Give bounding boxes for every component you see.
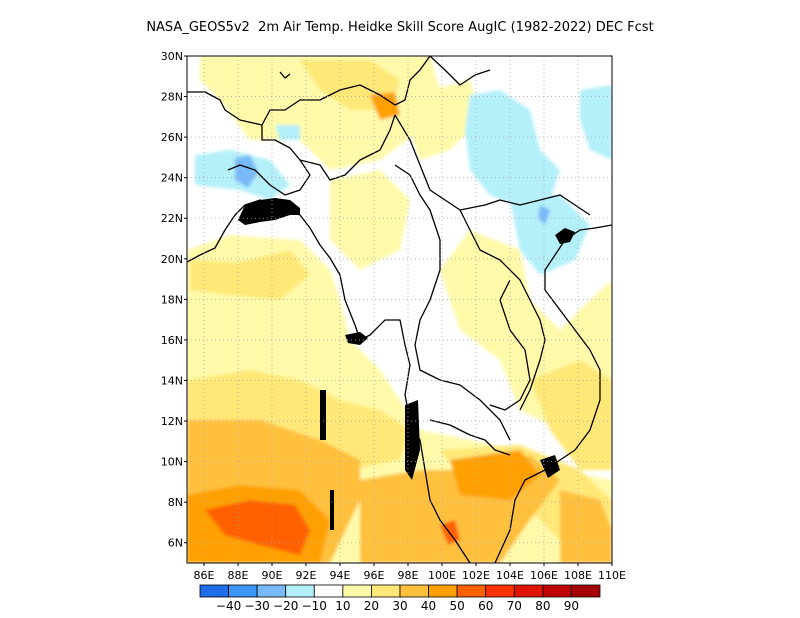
region-neg10-vietnam-north — [510, 195, 590, 275]
colorbar-swatch — [456, 584, 487, 598]
colorbar-swatch — [513, 584, 544, 598]
colorbar-swatch — [256, 584, 287, 598]
colorbar — [199, 584, 601, 598]
colorbar-swatch — [428, 584, 458, 598]
india-myanmar-border — [299, 114, 396, 181]
grid-lines — [187, 56, 612, 563]
lon-tick-label: 90E — [262, 569, 283, 582]
region-neg20-vietnam — [538, 205, 550, 225]
lon-tick-labels: 86E 88E 90E 92E 94E 96E 98E 100E 102E 104E 106E 108… — [194, 563, 626, 582]
colorbar-swatch — [313, 584, 344, 598]
lon-tick-label: 106E — [530, 569, 558, 582]
small-island — [279, 71, 291, 79]
gulf-of-thailand-coast — [429, 419, 511, 456]
colorbar-swatch — [542, 584, 572, 598]
colorbar-label: 70 — [507, 599, 522, 613]
region-30-40-south-central — [360, 470, 440, 563]
lat-tick-label: 10N — [161, 456, 183, 469]
andaman-islands — [320, 390, 326, 440]
lon-tick-label: 96E — [364, 569, 385, 582]
colorbar-label: 50 — [450, 599, 465, 613]
lat-tick-label: 12N — [161, 415, 183, 428]
lat-tick-label: 18N — [161, 293, 183, 306]
colorbar-swatch — [285, 584, 315, 598]
lat-tick-label: 28N — [161, 91, 183, 104]
lat-tick-label: 26N — [161, 131, 183, 144]
irrawaddy-delta — [345, 332, 368, 345]
colorbar-swatch — [485, 584, 515, 598]
colorbar-swatch — [199, 584, 229, 598]
colorbar-label: 40 — [421, 599, 436, 613]
tibet-border — [429, 56, 491, 86]
mekong-delta — [540, 455, 560, 478]
nicobar-islands — [330, 490, 334, 530]
laos-vietnam-border — [489, 279, 531, 411]
colorbar-swatch — [571, 584, 601, 598]
lon-tick-label: 104E — [496, 569, 524, 582]
colorbar-labels: −40 −30 −20 −10 10 20 30 40 50 60 70 80 90 — [216, 599, 579, 613]
ganges-delta — [238, 198, 300, 225]
region-20-30-vietnam — [530, 360, 612, 470]
colorbar-label: 90 — [564, 599, 579, 613]
map-title: NASA_GEOS5v2 2m Air Temp. Heidke Skill S… — [146, 20, 654, 35]
region-50-60-southwest — [205, 500, 310, 555]
bay-of-bengal-coast — [187, 199, 471, 563]
lat-tick-label: 22N — [161, 212, 183, 225]
lat-tick-label: 30N — [161, 50, 183, 63]
lon-tick-label: 102E — [462, 569, 490, 582]
region-neg10-east — [580, 85, 612, 160]
colorbar-swatch — [399, 584, 429, 598]
colorbar-label: −20 — [273, 599, 298, 613]
lat-tick-label: 6N — [168, 537, 183, 550]
lat-tick-label: 14N — [161, 374, 183, 387]
lon-tick-label: 88E — [228, 569, 249, 582]
lon-tick-label: 100E — [428, 569, 456, 582]
region-10-20-yunnan — [410, 80, 480, 160]
region-neg10-small — [275, 125, 300, 140]
lat-tick-label: 8N — [168, 496, 183, 509]
lat-tick-label: 16N — [161, 334, 183, 347]
mergui-archipelago — [405, 400, 420, 480]
colorbar-label: 10 — [335, 599, 350, 613]
colorbar-label: −10 — [302, 599, 327, 613]
colorbar-swatch — [228, 584, 258, 598]
colorbar-label: 20 — [364, 599, 379, 613]
colorbar-label: 80 — [535, 599, 550, 613]
region-40-50-north — [370, 92, 400, 120]
colorbar-label: −40 — [216, 599, 241, 613]
colorbar-label: −30 — [244, 599, 269, 613]
bangladesh-border — [227, 125, 311, 196]
colorbar-label: 60 — [478, 599, 493, 613]
colorbar-swatch — [342, 584, 372, 598]
region-neg10-south-china — [465, 90, 560, 205]
thailand-border — [394, 164, 511, 441]
lat-tick-labels: 30N 28N 26N 24N 22N 20N 18N 16N 14N 12N 10N 8N 6N — [161, 50, 187, 550]
myanmar-laos-border — [394, 114, 546, 411]
china-north-border — [459, 194, 591, 216]
himalaya-border — [187, 56, 431, 126]
red-river-delta — [555, 228, 575, 244]
lon-tick-label: 110E — [598, 569, 626, 582]
delta-coastline-blobs — [238, 198, 575, 530]
lon-tick-label: 108E — [564, 569, 592, 582]
region-30-40-southeast — [560, 490, 612, 563]
region-neg20-bangladesh — [235, 155, 258, 188]
lon-tick-label: 94E — [330, 569, 351, 582]
colorbar-swatch — [371, 584, 401, 598]
region-40-50-gulf — [450, 450, 540, 500]
lon-tick-label: 92E — [296, 569, 317, 582]
region-20-30-bengal — [190, 250, 310, 300]
map-frame — [186, 55, 613, 564]
colorbar-label: 30 — [392, 599, 407, 613]
region-10-20-myanmar — [330, 170, 410, 270]
lat-tick-label: 24N — [161, 172, 183, 185]
lon-tick-label: 86E — [194, 569, 215, 582]
lon-tick-label: 98E — [398, 569, 419, 582]
shaded-field — [187, 56, 612, 563]
lat-tick-label: 20N — [161, 253, 183, 266]
